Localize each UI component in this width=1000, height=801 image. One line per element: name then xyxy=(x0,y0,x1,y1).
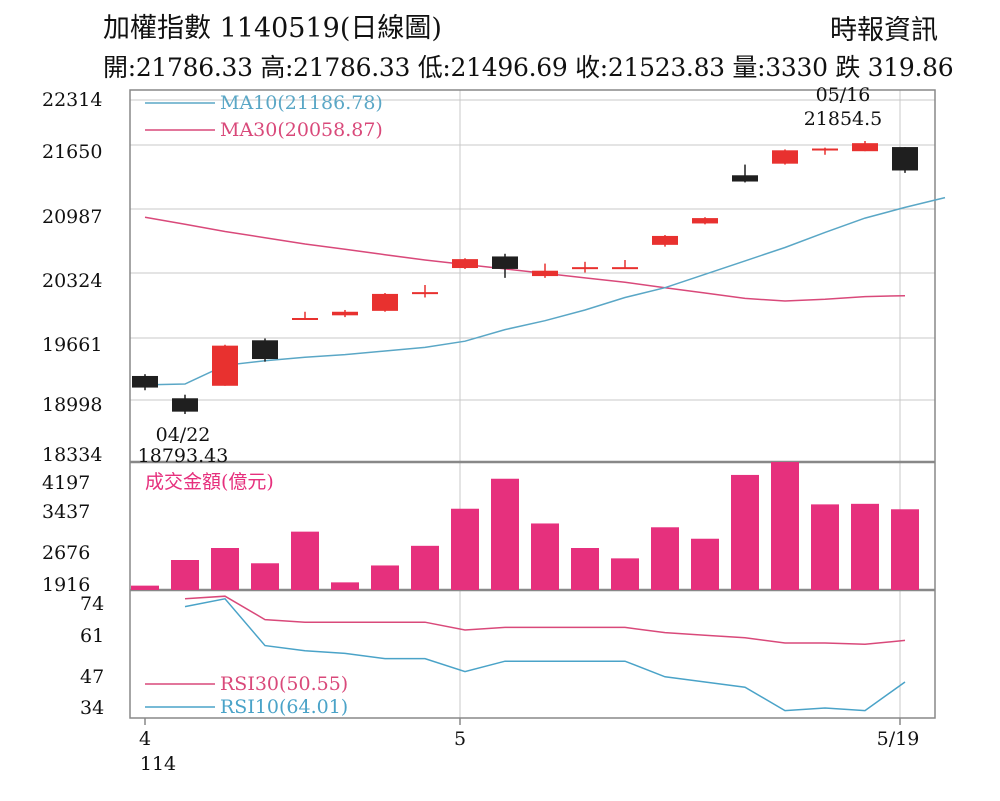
price-tick-label-5: 18998 xyxy=(42,394,102,416)
candle-body-3 xyxy=(252,340,278,360)
candle-body-11 xyxy=(572,267,598,270)
candle-body-9 xyxy=(492,256,518,269)
candle-body-13 xyxy=(652,235,678,245)
candle-body-18 xyxy=(852,143,878,152)
ma10-line xyxy=(144,196,946,386)
price-tick-label-4: 19661 xyxy=(42,334,102,356)
rsi10-legend-label: RSI10(64.01) xyxy=(220,696,348,718)
volume-bar-10 xyxy=(531,523,559,590)
volume-bar-17 xyxy=(811,504,839,590)
candle-body-15 xyxy=(732,175,758,182)
candle-body-12 xyxy=(612,267,638,270)
volume-bar-12 xyxy=(611,558,639,590)
rsi-tick-label-3: 34 xyxy=(80,697,104,719)
x-tick-label-1: 5 xyxy=(454,728,466,750)
x-year-label: 114 xyxy=(140,753,176,775)
candle-body-7 xyxy=(412,292,438,295)
candle-body-6 xyxy=(372,293,398,311)
candle-body-14 xyxy=(692,218,718,224)
volume-bar-15 xyxy=(731,474,759,590)
rsi30-legend-label: RSI30(50.55) xyxy=(220,673,348,695)
volume-tick-label-2: 2676 xyxy=(42,542,90,564)
candle-body-10 xyxy=(532,270,558,277)
volume-bar-9 xyxy=(491,478,519,590)
x-tick-label-2: 5/19 xyxy=(877,728,920,750)
candle-body-5 xyxy=(332,311,358,316)
volume-bar-6 xyxy=(371,565,399,590)
low-date-annotation: 04/22 xyxy=(156,424,211,446)
volume-tick-label-0: 4197 xyxy=(42,472,90,494)
volume-bar-3 xyxy=(251,563,279,590)
volume-bar-5 xyxy=(331,582,359,590)
volume-bar-13 xyxy=(651,527,679,590)
volume-bar-7 xyxy=(411,545,439,590)
volume-bar-11 xyxy=(571,548,599,590)
candle-body-16 xyxy=(772,150,798,164)
price-tick-label-2: 20987 xyxy=(42,206,102,228)
rsi-tick-label-1: 61 xyxy=(80,625,104,647)
price-tick-label-3: 20324 xyxy=(42,270,102,292)
rsi10-line xyxy=(184,597,906,712)
candle-body-4 xyxy=(292,317,318,320)
low-value-annotation: 18793.43 xyxy=(138,445,229,467)
volume-tick-label-1: 3437 xyxy=(42,501,90,523)
ohlc-summary: 開:21786.33 高:21786.33 低:21496.69 收:21523… xyxy=(103,53,954,82)
price-tick-label-0: 22314 xyxy=(42,89,102,111)
volume-bar-19 xyxy=(891,509,919,590)
chart-title: 加權指數 1140519(日線圖) xyxy=(103,13,442,44)
rsi-tick-label-0: 74 xyxy=(80,593,104,615)
volume-bar-2 xyxy=(211,548,239,590)
ma30-line xyxy=(144,216,906,302)
high-value-annotation: 21854.5 xyxy=(804,108,883,130)
candle-body-2 xyxy=(212,345,238,386)
ma10-legend-label: MA10(21186.78) xyxy=(220,92,383,114)
volume-bar-18 xyxy=(851,503,879,590)
x-tick-label-0: 4 xyxy=(139,728,151,750)
rsi30-line xyxy=(184,595,906,646)
price-tick-label-6: 18334 xyxy=(42,444,102,466)
candle-body-19 xyxy=(892,147,918,171)
source-label: 時報資訊 xyxy=(830,15,938,46)
volume-bar-1 xyxy=(171,560,199,590)
candle-body-8 xyxy=(452,259,478,269)
price-tick-label-1: 21650 xyxy=(42,141,102,163)
chart-frame xyxy=(129,89,936,719)
high-date-annotation: 05/16 xyxy=(816,84,871,106)
volume-bar-4 xyxy=(291,531,319,590)
volume-bar-8 xyxy=(451,508,479,590)
volume-bar-16 xyxy=(771,462,799,590)
rsi-tick-label-2: 47 xyxy=(80,666,104,688)
candle-body-0 xyxy=(132,375,158,388)
volume-bar-0 xyxy=(131,585,159,590)
candle-body-1 xyxy=(172,398,198,412)
ma30-legend-label: MA30(20058.87) xyxy=(220,119,383,141)
volume-tick-label-3: 1916 xyxy=(42,574,90,596)
candle-body-17 xyxy=(812,148,838,151)
volume-panel-title: 成交金額(億元) xyxy=(145,471,274,493)
volume-bar-14 xyxy=(691,538,719,590)
